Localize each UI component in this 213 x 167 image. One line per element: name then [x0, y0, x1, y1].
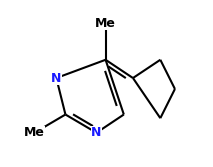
Text: N: N — [91, 126, 102, 139]
Text: N: N — [51, 71, 62, 85]
Text: Me: Me — [24, 126, 45, 139]
Text: Me: Me — [95, 17, 116, 30]
